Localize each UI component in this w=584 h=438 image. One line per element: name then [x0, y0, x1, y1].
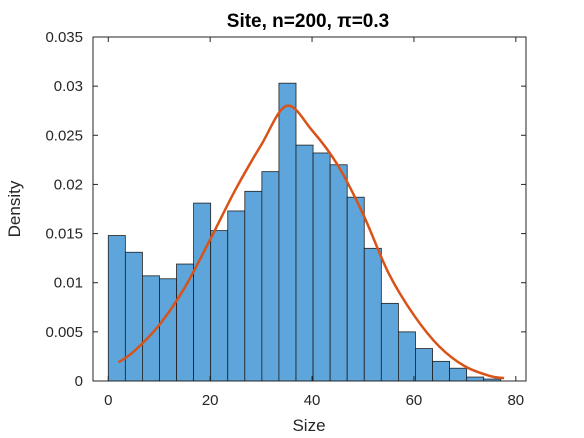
histogram-bar [380, 302, 399, 382]
histogram-bar [295, 144, 314, 382]
histogram-bar [227, 210, 246, 382]
histogram-bar [210, 230, 229, 382]
x-tick-label: 40 [304, 392, 321, 409]
histogram-bar [397, 331, 416, 382]
y-tick-label: 0.015 [45, 226, 83, 243]
histogram-bar [466, 376, 485, 382]
y-tick-label: 0.01 [54, 275, 83, 292]
plot-frame [92, 36, 527, 382]
y-tick-label: 0.03 [54, 78, 83, 95]
histogram-bar [415, 348, 433, 382]
histogram-bar [193, 202, 212, 382]
histogram-bar [312, 152, 331, 382]
x-tick-label: 60 [406, 392, 423, 409]
x-tick-label: 0 [104, 392, 112, 409]
y-tick-label: 0.005 [45, 324, 83, 341]
x-axis-label: Size [292, 416, 325, 435]
histogram-bar [244, 190, 263, 382]
y-tick-label: 0 [75, 373, 83, 390]
histogram-bar [346, 196, 365, 382]
x-tick-label: 20 [202, 392, 219, 409]
y-tick-label: 0.02 [54, 176, 83, 193]
x-axis-ticks: 0 20 40 60 80 [104, 37, 524, 409]
y-axis-ticks: 0 0.005 0.01 0.015 0.02 0.025 0.03 0.035 [45, 29, 526, 390]
chart-title: Site, n=200, π=0.3 [227, 11, 389, 32]
y-tick-label: 0.025 [45, 127, 83, 144]
histogram-bar [432, 360, 450, 382]
fitted-density-curve [117, 104, 505, 380]
histogram-bar [159, 278, 177, 382]
histogram-bars [107, 82, 502, 382]
histogram-bar [278, 82, 297, 382]
histogram-bar [261, 171, 280, 382]
y-tick-label: 0.035 [45, 29, 83, 46]
histogram-bar [176, 263, 195, 382]
y-axis-label: Density [5, 180, 24, 237]
histogram-bar [363, 247, 382, 382]
histogram-bar [329, 164, 348, 382]
histogram-bar [124, 251, 143, 382]
histogram-bar [449, 367, 468, 382]
x-tick-label: 80 [507, 392, 524, 409]
